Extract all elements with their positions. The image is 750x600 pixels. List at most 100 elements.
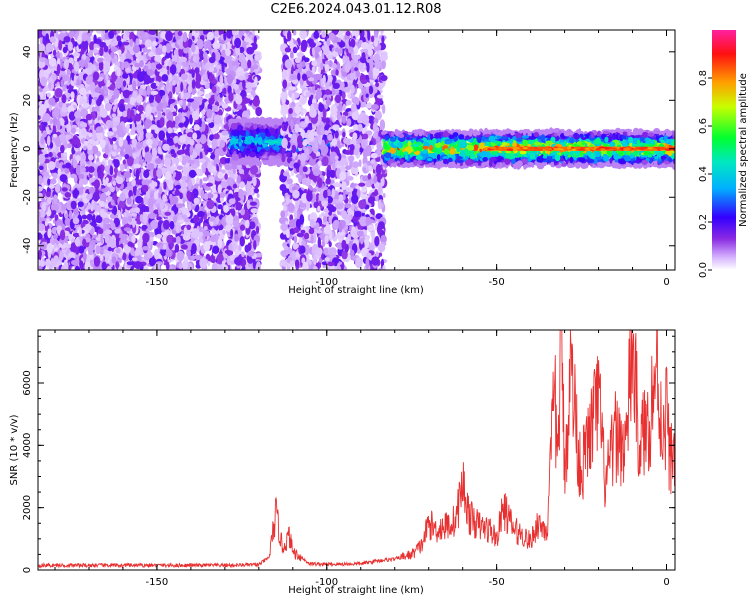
spectrogram-cell xyxy=(209,217,215,222)
spectrogram-cell xyxy=(164,211,172,216)
spectrogram-heatmap xyxy=(38,30,675,270)
spectrogram-cell xyxy=(181,116,186,123)
spectrogram-cell xyxy=(150,30,157,35)
spectrogram-cell xyxy=(143,169,150,179)
spectrogram-cell xyxy=(212,105,219,112)
spectrogram-cell xyxy=(240,60,248,69)
spectrogram-cell xyxy=(115,78,122,89)
spectrogram-cell xyxy=(82,238,87,247)
spectrogram-cell xyxy=(88,186,95,194)
spectrogram-cell xyxy=(134,261,142,270)
spectrogram-cell xyxy=(64,213,69,218)
spectrogram-cell xyxy=(109,98,115,104)
spectrogram-cell xyxy=(170,195,179,205)
spectrogram-cell xyxy=(46,135,51,146)
spectrogram-cell xyxy=(221,260,226,268)
spectrogram-cell xyxy=(246,199,251,210)
spectrogram-cell xyxy=(72,135,78,145)
spectrogram-cell xyxy=(253,240,257,250)
spectrogram-cell xyxy=(186,249,192,257)
spectrogram-cell xyxy=(124,154,130,160)
spectrogram-cell xyxy=(136,95,143,104)
spectrogram-cell xyxy=(203,51,208,59)
spectrogram-cell xyxy=(94,87,103,93)
spectrogram-cell xyxy=(78,178,84,187)
spectrogram-cell xyxy=(85,75,93,85)
spectrogram-cell xyxy=(82,54,87,61)
spectrogram-cell xyxy=(137,238,143,249)
spectrogram-cell xyxy=(113,159,120,168)
spectrogram-cell xyxy=(158,186,163,195)
spectrogram-cell xyxy=(228,198,236,205)
spectrogram-cell xyxy=(176,39,184,46)
spectrogram-cell xyxy=(252,258,256,270)
spectrogram-cell xyxy=(88,154,94,161)
spectrogram-cell xyxy=(81,154,86,160)
spectrogram-cell xyxy=(188,69,196,74)
spectrogram-cell xyxy=(253,35,257,44)
spectrogram-cell xyxy=(175,222,180,234)
spectrogram-cell xyxy=(252,97,260,107)
spectrogram-cell xyxy=(93,256,101,267)
spectrogram-cell xyxy=(169,103,173,112)
spectrogram-cell xyxy=(156,233,163,239)
spectrogram-cell xyxy=(53,243,57,249)
spectrogram-cell xyxy=(110,41,118,46)
spectrogram-cell xyxy=(62,46,68,54)
spectrogram-cell xyxy=(126,261,135,266)
spectrogram-cell xyxy=(49,36,56,44)
spectrogram-cell xyxy=(82,252,87,261)
spectrogram-cell xyxy=(175,62,182,73)
spectrogram-cell xyxy=(150,90,159,95)
spectrogram-cell xyxy=(144,119,153,128)
spectrogram-cell xyxy=(159,201,164,210)
spectrogram-cell xyxy=(221,62,225,73)
spectrogram-cell xyxy=(143,65,149,72)
spectrogram-cell xyxy=(207,31,214,41)
spectrogram-cell xyxy=(148,257,156,267)
spectrogram-cell xyxy=(144,39,152,48)
spectrogram-cell xyxy=(228,91,234,102)
spectrogram-cell xyxy=(47,228,52,239)
spectrogram-cell xyxy=(249,201,257,206)
spectrogram-cell xyxy=(181,179,187,190)
spectrogram-cell xyxy=(174,115,180,122)
spectrogram-cell xyxy=(253,64,259,70)
spectrogram-cell xyxy=(168,60,172,67)
spectrogram-cell xyxy=(182,92,191,99)
spectrogram-cell xyxy=(175,184,182,190)
spectrogram-cell xyxy=(142,162,146,167)
spectrogram-cell xyxy=(118,137,124,147)
spectrogram-cell xyxy=(182,31,188,43)
spectrogram-cell xyxy=(123,171,131,179)
spectrogram-cell xyxy=(231,61,236,66)
spectrogram-cell xyxy=(166,81,171,89)
spectrogram-cell xyxy=(87,202,92,210)
spectrogram-cell xyxy=(173,54,178,61)
spectrogram-cell xyxy=(162,194,167,202)
spectrogram-cell xyxy=(232,183,238,189)
spectrogram-cell xyxy=(131,178,136,187)
spectrogram-cell xyxy=(191,79,196,90)
spectrogram-cell xyxy=(221,49,226,58)
spectrogram-cell xyxy=(169,98,176,103)
spectrogram-cell xyxy=(42,189,46,198)
spectrogram-cell xyxy=(167,127,173,134)
spectrogram-cell xyxy=(224,164,233,171)
spectrogram-cell xyxy=(217,171,224,179)
spectrogram-cell xyxy=(72,189,80,197)
spectrogram-cell xyxy=(256,193,260,198)
spectrogram-cell xyxy=(70,91,75,100)
spectrogram-cell xyxy=(117,40,123,48)
spectrogram-cell xyxy=(246,176,253,182)
spectrogram-cell xyxy=(95,126,104,133)
spectrogram-cell xyxy=(248,221,256,230)
spectrogram-cell xyxy=(214,91,218,102)
spectrogram-cell xyxy=(192,132,198,140)
spectrogram-cell xyxy=(161,74,169,82)
spectrogram-cell xyxy=(134,113,142,122)
spectrogram-cell xyxy=(104,144,110,155)
spectrogram-cell xyxy=(72,217,80,225)
spectrogram-cell xyxy=(147,198,154,209)
